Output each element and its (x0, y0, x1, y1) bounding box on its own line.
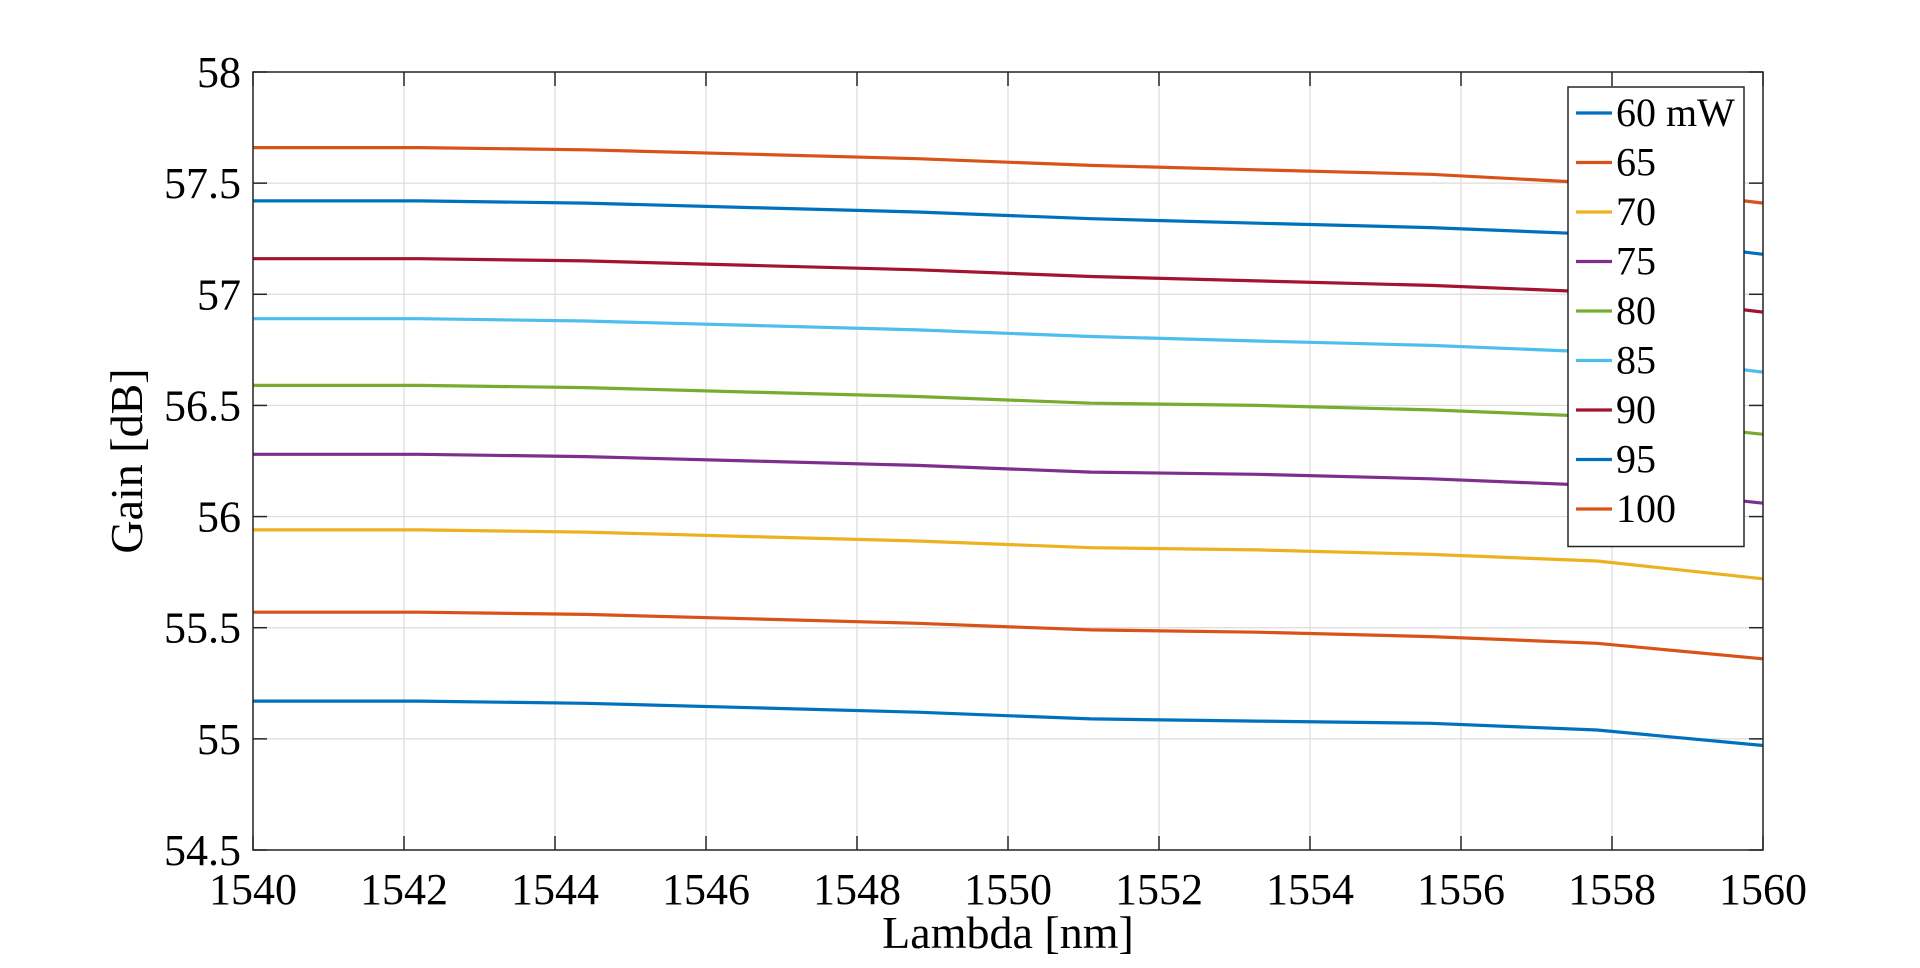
x-axis-label: Lambda [nm] (882, 907, 1134, 958)
legend-label: 60 mW (1616, 90, 1735, 135)
x-tick-label: 1540 (209, 865, 297, 914)
x-tick-label: 1556 (1417, 865, 1505, 914)
x-tick-label: 1552 (1115, 865, 1203, 914)
y-tick-label: 57.5 (164, 159, 241, 208)
legend-label: 65 (1616, 140, 1656, 185)
y-tick-label: 55.5 (164, 604, 241, 653)
ticks: 1540 1542 1544 1546 1548 1550 1552 1554 1556 1558… (164, 48, 1807, 914)
legend-label: 70 (1616, 189, 1656, 234)
x-tick-label: 1558 (1568, 865, 1656, 914)
y-tick-label: 56.5 (164, 381, 241, 430)
y-tick-label: 57 (197, 270, 241, 319)
legend-label: 85 (1616, 338, 1656, 383)
series-line-85 (253, 317, 1764, 374)
y-tick-label: 58 (197, 48, 241, 97)
legend-label: 95 (1616, 437, 1656, 482)
x-tick-label: 1550 (964, 865, 1052, 914)
grid (252, 71, 1764, 851)
series-line-60-mw (253, 699, 1764, 748)
legend-label: 80 (1616, 288, 1656, 333)
series-line-65 (253, 610, 1764, 661)
legend-label: 100 (1616, 486, 1676, 531)
series-line-90 (253, 257, 1764, 314)
series-line-80 (253, 383, 1764, 436)
x-tick-label: 1560 (1719, 865, 1807, 914)
legend-box (1567, 86, 1745, 548)
y-tick-label: 55 (197, 715, 241, 764)
y-tick-label: 54.5 (164, 826, 241, 875)
series-line-95 (253, 199, 1764, 256)
series-line-75 (253, 452, 1764, 505)
x-tick-label: 1546 (662, 865, 750, 914)
series-lines (253, 146, 1764, 748)
series-line-70 (253, 528, 1764, 581)
x-tick-label: 1542 (360, 865, 448, 914)
y-axis-label: Gain [dB] (101, 368, 152, 553)
x-tick-label: 1554 (1266, 865, 1354, 914)
x-tick-label: 1544 (511, 865, 599, 914)
y-tick-label: 56 (197, 493, 241, 542)
legend-label: 75 (1616, 239, 1656, 284)
legend-label: 90 (1616, 387, 1656, 432)
series-line-100 (253, 146, 1764, 205)
x-tick-label: 1548 (813, 865, 901, 914)
